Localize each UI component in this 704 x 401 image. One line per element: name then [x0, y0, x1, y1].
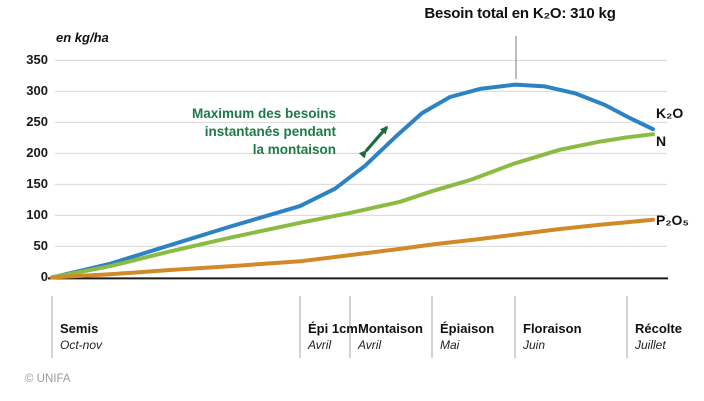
y-tick-label: 200	[26, 145, 48, 161]
curve-label-p2o5: P₂O₅	[656, 212, 689, 228]
stage-month: Oct-nov	[60, 338, 103, 352]
stage-name: Semis	[60, 321, 99, 336]
series-line-0	[50, 82, 655, 280]
annotation-line: la montaison	[252, 142, 336, 157]
stage-month: Juin	[523, 338, 546, 352]
stage-label-r-colte: Récolte Juillet	[635, 321, 704, 353]
stage-name: Montaison	[358, 321, 423, 336]
stage-label--piaison: Épiaison Mai	[440, 321, 530, 353]
stage-name: Épi 1cm	[308, 321, 358, 336]
y-tick-label: 250	[26, 114, 48, 130]
y-tick-label: 100	[26, 207, 48, 223]
y-tick-label: 0	[40, 269, 48, 285]
stage-month: Avril	[308, 338, 332, 352]
chart-title: Besoin total en K₂O: 310 kg	[424, 5, 616, 22]
montaison-double-arrow-icon	[358, 125, 389, 159]
series-line-2	[50, 217, 655, 280]
stage-name: Épiaison	[440, 321, 495, 336]
annotation-line: Maximum des besoins	[191, 106, 336, 121]
y-axis-unit-label: en kg/ha	[56, 30, 109, 45]
stage-name: Floraison	[523, 321, 582, 336]
stage-ticks-group	[51, 296, 628, 358]
stage-month: Avril	[358, 338, 382, 352]
stage-month: Mai	[440, 338, 460, 352]
curve-label-k2o: K₂O	[656, 105, 684, 121]
y-tick-label: 300	[26, 83, 48, 99]
annotation-line: instantanés pendant	[204, 124, 336, 139]
stage-label-semis: Semis Oct-nov	[60, 321, 150, 353]
curve-label-n: N	[656, 133, 667, 149]
series-line-1	[50, 132, 655, 280]
gridlines-group	[55, 59, 667, 247]
stage-label-montaison: Montaison Avril	[358, 321, 448, 353]
stage-label--pi-1cm: Épi 1cm Avril	[308, 321, 398, 353]
y-tick-label: 350	[26, 52, 48, 68]
y-tick-label: 150	[26, 176, 48, 192]
stage-label-floraison: Floraison Juin	[523, 321, 613, 353]
series-lines-group	[50, 82, 655, 280]
copyright-credit: © UNIFA	[25, 373, 71, 385]
montaison-annotation: Maximum des besoins instantanés pendant …	[130, 105, 336, 159]
stage-name: Récolte	[635, 321, 682, 336]
y-tick-label: 50	[33, 238, 48, 254]
stage-month: Juillet	[635, 338, 666, 352]
